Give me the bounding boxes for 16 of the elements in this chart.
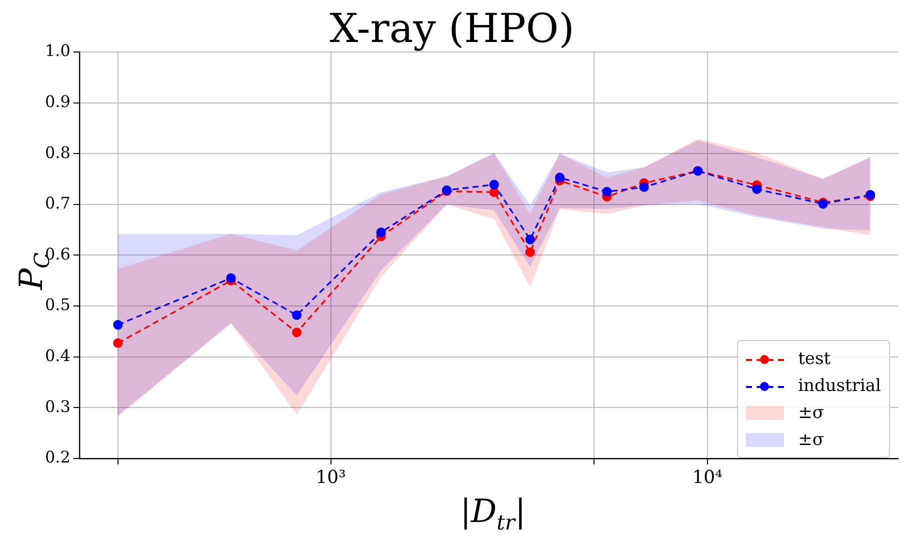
y-tick-label: 0.7 — [44, 194, 70, 213]
y-tick-label: 0.3 — [44, 396, 70, 416]
annotation: ±σ — [798, 402, 824, 422]
x-tick-label: 10³ — [316, 466, 346, 488]
legend-label: industrial — [798, 376, 881, 396]
chart-title: X-ray (HPO) — [330, 6, 574, 52]
y-tick-label: 0.2 — [44, 448, 70, 467]
annotation: ±σ — [798, 430, 824, 450]
x-tick-label: 10⁴ — [692, 466, 722, 488]
y-tick-label: 1.0 — [44, 41, 70, 60]
y-tick-label: 0.9 — [44, 92, 70, 111]
x-axis-title: |D$_{tr}$| — [459, 492, 527, 534]
y-tick-label: 0.8 — [44, 142, 70, 162]
y-tick-label: 0.4 — [44, 346, 70, 365]
legend-label: test — [798, 348, 831, 368]
y-tick-label: 0.5 — [44, 295, 70, 314]
